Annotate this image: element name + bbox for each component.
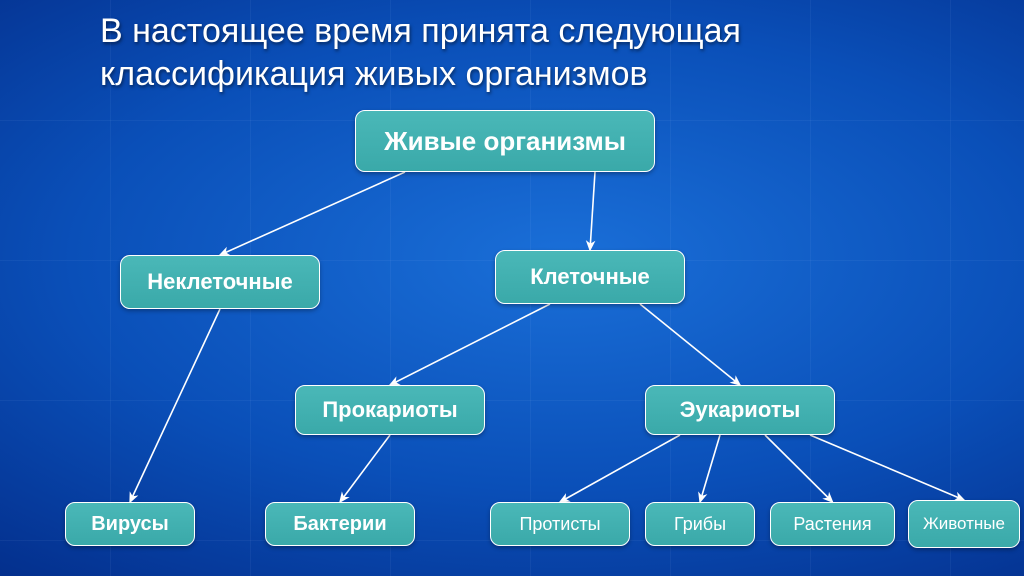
tree-node-root: Живые организмы bbox=[355, 110, 655, 172]
tree-node-cell: Клеточные bbox=[495, 250, 685, 304]
tree-node-protist: Протисты bbox=[490, 502, 630, 546]
tree-node-noncell: Неклеточные bbox=[120, 255, 320, 309]
tree-node-virus: Вирусы bbox=[65, 502, 195, 546]
tree-node-fungi: Грибы bbox=[645, 502, 755, 546]
slide-title: В настоящее время принята следующая клас… bbox=[100, 10, 964, 95]
tree-node-animals: Животные bbox=[908, 500, 1020, 548]
tree-node-plants: Растения bbox=[770, 502, 895, 546]
tree-node-euk: Эукариоты bbox=[645, 385, 835, 435]
tree-node-bact: Бактерии bbox=[265, 502, 415, 546]
tree-node-prok: Прокариоты bbox=[295, 385, 485, 435]
